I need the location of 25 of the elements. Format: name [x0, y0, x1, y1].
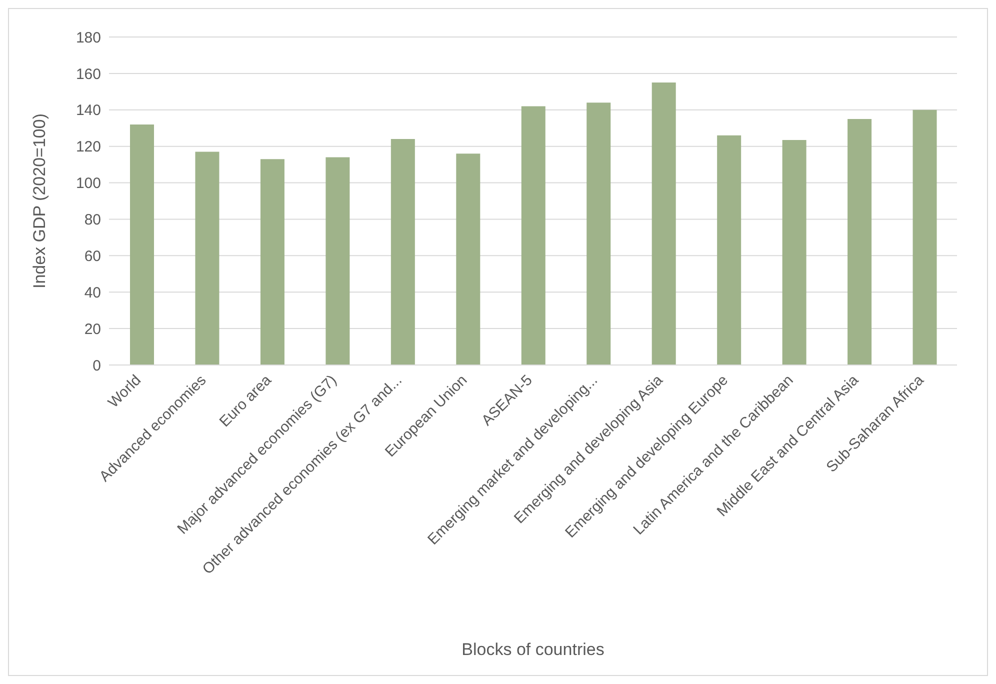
y-tick-label: 0 — [92, 357, 101, 374]
y-tick-label: 80 — [84, 212, 101, 229]
y-axis-title: Index GDP (2020=100) — [30, 114, 50, 288]
bar — [390, 139, 415, 365]
y-tick-label: 20 — [84, 320, 101, 338]
y-tick-label: 120 — [76, 138, 101, 156]
bar — [195, 152, 220, 365]
y-tick-label: 140 — [76, 102, 101, 120]
bar — [326, 157, 350, 365]
bar — [848, 119, 872, 365]
x-axis-title: Blocks of countries — [462, 640, 604, 659]
y-tick-label: 100 — [76, 175, 101, 192]
bar — [782, 140, 806, 365]
y-tick-label: 180 — [76, 29, 101, 46]
bar — [586, 102, 611, 365]
bar — [717, 135, 742, 365]
y-tick-label: 40 — [84, 284, 101, 302]
bar — [912, 110, 937, 365]
bar — [130, 124, 154, 365]
bar — [521, 106, 546, 365]
y-tick-label: 160 — [76, 66, 101, 83]
bar — [456, 154, 480, 365]
bar — [260, 159, 284, 365]
bar — [652, 82, 676, 365]
y-tick-label: 60 — [84, 248, 101, 265]
